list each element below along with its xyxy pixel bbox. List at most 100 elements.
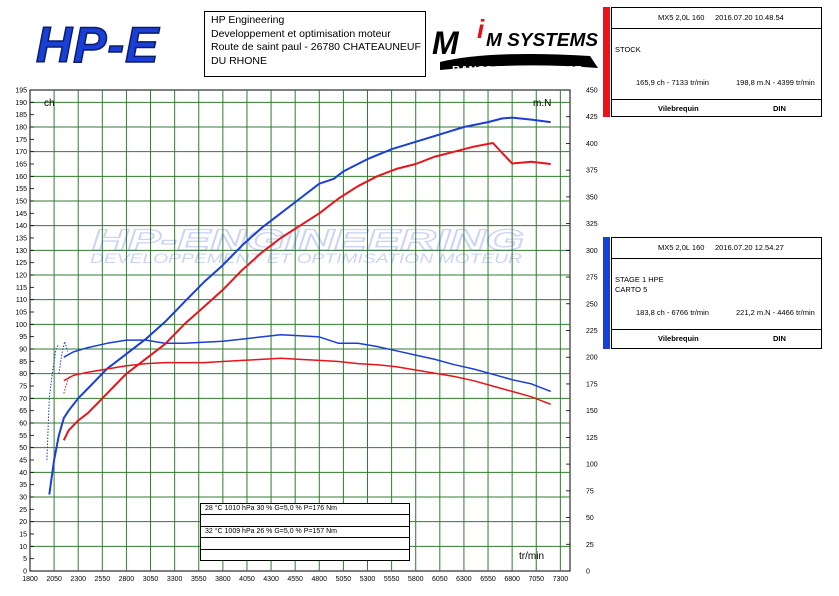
- chart-ticks: 1800 2050 2300 2550 2800 3050 3300 3550 3800 4050…: [15, 88, 597, 584]
- x-tick-label: 5300: [360, 576, 376, 583]
- y-left-tick-label: 195: [15, 88, 27, 95]
- y-right-tick-label: 400: [586, 141, 598, 148]
- y-right-tick-label: 175: [586, 381, 598, 388]
- run-norm: DIN: [773, 334, 786, 343]
- x-tick-label: 6550: [480, 576, 496, 583]
- svg-text:M: M: [432, 25, 460, 61]
- hp-e-logo-text: HP-E: [36, 17, 160, 72]
- y-left-tick-label: 75: [19, 384, 27, 391]
- y-left-tick-label: 155: [15, 186, 27, 193]
- conditions-row-spacer-1: [201, 516, 409, 527]
- y-right-tick-label: 350: [586, 194, 598, 201]
- y-left-tick-label: 115: [16, 285, 27, 292]
- x-tick-label: 6800: [504, 576, 520, 583]
- x-tick-label: 4550: [287, 576, 303, 583]
- x-tick-label: 2550: [95, 576, 111, 583]
- y-left-tick-label: 185: [15, 112, 27, 119]
- conditions-row-spacer-3: [201, 550, 409, 560]
- conditions-row-stock: 28 °C 1010 hPa 30 % G=5,0 % P=176 Nm: [201, 504, 409, 515]
- x-tick-label: 2050: [46, 576, 62, 583]
- series-line-0: [48, 116, 551, 495]
- y-right-tick-label: 50: [586, 515, 594, 522]
- y-left-tick-label: 180: [15, 125, 27, 132]
- run-start-trace-2: [63, 375, 70, 394]
- run-norm: DIN: [773, 104, 786, 113]
- y-left-tick-label: 170: [15, 149, 27, 156]
- run-vehicle: MX5 2,0L 160: [658, 13, 705, 22]
- y-left-tick-label: 120: [15, 273, 27, 280]
- run-start-trace-1: [58, 339, 69, 374]
- series-line-3: [63, 357, 551, 405]
- x-tick-label: 2800: [119, 576, 135, 583]
- x-tick-label: 3550: [191, 576, 207, 583]
- y-left-tick-label: 90: [19, 347, 27, 354]
- y-right-tick-label: 25: [586, 542, 594, 549]
- y-left-tick-label: 55: [19, 433, 27, 440]
- series-line-1: [63, 334, 551, 393]
- x-tick-label: 4300: [263, 576, 279, 583]
- x-tick-label: 4050: [239, 576, 255, 583]
- y-left-tick-label: 15: [19, 532, 27, 539]
- y-right-tick-label: 375: [586, 168, 598, 175]
- conditions-stock: 28 °C 1010 hPa 30 % G=5,0 % P=176 Nm: [205, 505, 337, 512]
- y-left-tick-label: 20: [19, 519, 27, 526]
- chart-grid: [29, 89, 571, 572]
- y-left-tick-label: 10: [19, 544, 27, 551]
- y-left-tick-label: 125: [15, 260, 27, 267]
- y-left-tick-label: 110: [16, 297, 27, 304]
- y-left-tick-label: 80: [19, 371, 27, 378]
- y-left-tick-label: 50: [19, 445, 27, 452]
- conditions-row-spacer-2: [201, 539, 409, 550]
- watermark-title: HP-ENGINEERING: [92, 224, 524, 257]
- y-left-tick-label: 175: [15, 137, 27, 144]
- y-left-tick-label: 0: [23, 569, 27, 576]
- x-axis-label: tr/min: [519, 551, 544, 562]
- x-tick-label: 6050: [432, 576, 448, 583]
- run-color-bar: [603, 237, 610, 349]
- company-tagline: Developpement et optimisation moteur: [211, 27, 391, 40]
- y-left-tick-label: 165: [15, 162, 27, 169]
- x-tick-label: 5800: [408, 576, 424, 583]
- y-right-tick-label: 450: [586, 88, 598, 95]
- y-right-tick-label: 0: [586, 569, 590, 576]
- y-left-tick-label: 105: [15, 310, 27, 317]
- y-left-tick-label: 60: [19, 421, 27, 428]
- y-left-tick-label: 95: [19, 334, 27, 341]
- run-label: STOCK: [615, 45, 641, 54]
- y-right-tick-label: 300: [586, 248, 598, 255]
- y-right-tick-label: 425: [586, 114, 598, 121]
- company-city: DU RHONE: [211, 54, 268, 67]
- y-right-tick-label: 325: [586, 221, 598, 228]
- run-date: 2016.07.20 12.54.27: [715, 243, 784, 252]
- watermark-subtitle: DEVELOPPEMENT ET OPTIMISATION MOTEUR: [90, 250, 522, 266]
- misystems-logo: M i M SYSTEMS BANCS DE PUISSANCE: [432, 14, 598, 74]
- y-left-tick-label: 150: [15, 199, 27, 206]
- x-tick-label: 7300: [553, 576, 569, 583]
- y-left-tick-label: 30: [19, 495, 27, 502]
- company-info-box: HP Engineering Developpement et optimisa…: [204, 11, 426, 77]
- y-right-tick-label: 150: [586, 408, 598, 415]
- y-right-tick-label: 250: [586, 301, 598, 308]
- y-left-tick-label: 85: [19, 359, 27, 366]
- x-tick-label: 6300: [456, 576, 472, 583]
- x-tick-label: 3300: [167, 576, 183, 583]
- conditions-stage1: 32 °C 1009 hPa 26 % G=5,0 % P=157 Nm: [205, 528, 337, 535]
- run-crank: Vilebrequin: [658, 104, 699, 113]
- x-tick-label: 4800: [311, 576, 327, 583]
- y-right-tick-label: 275: [586, 275, 598, 282]
- run-power: 183,8 ch - 6766 tr/min: [636, 308, 709, 317]
- y-left-tick-label: 135: [15, 236, 27, 243]
- svg-text:i: i: [477, 14, 485, 44]
- run-box-stage1: MX5 2,0L 160 2016.07.20 12.54.27 STAGE 1…: [603, 237, 822, 349]
- y-right-tick-label: 100: [586, 462, 598, 469]
- y-left-tick-label: 25: [19, 507, 27, 514]
- y-right-tick-label: 200: [586, 355, 598, 362]
- y-left-tick-label: 45: [19, 458, 27, 465]
- run-label-2: CARTO 5: [615, 285, 648, 294]
- y-right-tick-label: 125: [586, 435, 598, 442]
- run-crank: Vilebrequin: [658, 334, 699, 343]
- run-vehicle: MX5 2,0L 160: [658, 243, 705, 252]
- misystems-brand-text: M SYSTEMS: [486, 30, 598, 50]
- run-box-stock: MX5 2,0L 160 2016.07.20 10.48.54 STOCK 1…: [603, 7, 822, 117]
- x-tick-label: 3050: [143, 576, 159, 583]
